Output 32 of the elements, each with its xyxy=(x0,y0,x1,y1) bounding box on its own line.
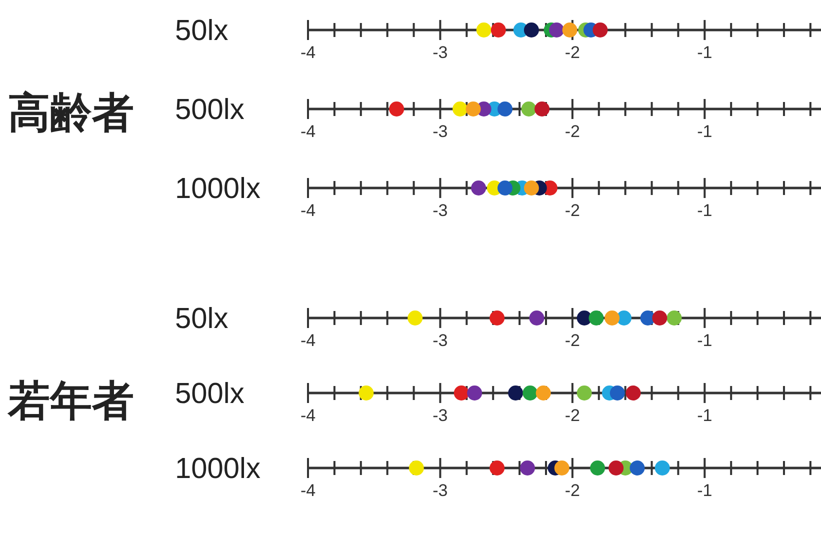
x-tick-label: -1 xyxy=(697,201,712,220)
y-tick-label: 1000lx xyxy=(175,453,261,485)
x-tick-label: -4 xyxy=(300,43,316,62)
x-tick-label: -4 xyxy=(300,331,316,350)
x-tick-label: -4 xyxy=(300,122,316,141)
text: 高齢者 xyxy=(8,89,134,136)
text: 若年者 xyxy=(7,377,134,424)
x-tick-label: -2 xyxy=(564,201,580,220)
x-tick-label: -2 xyxy=(564,43,580,62)
x-tick-label: -3 xyxy=(432,43,448,62)
x-tick-label: -2 xyxy=(564,122,580,141)
x-tick-label: -3 xyxy=(432,122,448,141)
y-tick-label: 50lx xyxy=(175,15,229,47)
x-tick-label: -4 xyxy=(300,481,316,500)
x-tick-label: -1 xyxy=(697,43,712,62)
y-tick-label: 1000lx xyxy=(175,173,261,205)
x-tick-label: -1 xyxy=(697,406,712,425)
x-tick-label: -3 xyxy=(432,481,448,500)
x-tick-label: -3 xyxy=(432,331,448,350)
y-tick-label: 500lx xyxy=(175,94,245,126)
x-tick-label: -4 xyxy=(300,201,316,220)
x-tick-label: -2 xyxy=(564,481,580,500)
x-tick-label: -1 xyxy=(697,481,712,500)
x-tick-label: -2 xyxy=(564,406,580,425)
y-tick-label: 50lx xyxy=(175,303,229,335)
y-tick-label: 500lx xyxy=(175,378,245,410)
x-tick-label: -4 xyxy=(300,406,316,425)
x-tick-label: -3 xyxy=(432,406,448,425)
x-tick-label: -1 xyxy=(697,122,712,141)
x-tick-label: -1 xyxy=(697,331,712,350)
x-tick-label: -2 xyxy=(564,331,580,350)
x-tick-label: -3 xyxy=(432,201,448,220)
